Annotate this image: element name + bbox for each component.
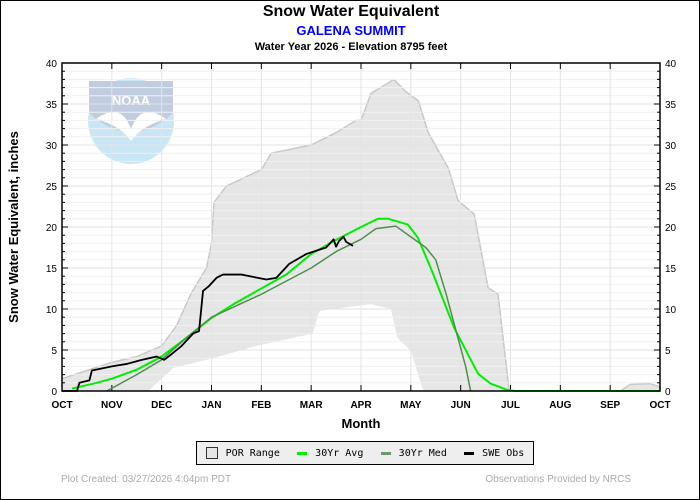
y-tick-label-right: 25 [665,182,677,193]
y-tick-label-right: 40 [665,59,677,70]
legend-swatch-avg [297,451,308,455]
y-tick-label-right: 0 [665,387,671,398]
legend-item-por: POR Range [205,447,280,459]
legend-item-avg: 30Yr Avg [297,448,363,459]
x-tick-label: OCT [649,400,670,411]
y-tick-label-right: 10 [665,305,677,316]
y-tick-label: 0 [51,387,57,398]
legend: POR Range 30Yr Avg 30Yr Med SWE Obs [196,441,534,465]
y-tick-label-right: 20 [665,223,677,234]
legend-label: SWE Obs [482,447,525,459]
logo-bird [96,111,166,141]
legend-swatch-med [380,451,391,455]
x-tick-label: DEC [151,400,172,411]
x-tick-label: APR [350,400,372,411]
legend-label: 30Yr Avg [315,447,364,459]
x-tick-label: AUG [549,400,571,411]
station-name: GALENA SUMMIT [296,23,406,38]
legend-swatch-obs [464,451,475,455]
series-swe-obs [62,235,354,392]
legend-label: POR Range [225,447,280,459]
noaa-logo: NOAA [88,78,174,164]
x-tick-label: OCT [51,400,72,411]
y-tick-label: 5 [51,346,57,357]
x-tick-label: MAY [400,400,422,411]
y-tick-label: 35 [46,100,58,111]
plot-created: Plot Created: 03/27/2026 4:04pm PDT [61,474,232,485]
plot-border [61,62,661,392]
x-tick-label: JAN [201,400,221,411]
y-tick-label: 15 [46,264,58,275]
y-tick-label: 20 [46,223,58,234]
logo-text: NOAA [112,93,151,108]
x-tick-label: FEB [251,400,271,411]
series-30yr-med [106,225,472,392]
series-30yr-avg [71,217,660,392]
y-tick-label-right: 5 [665,346,671,357]
y-tick-label: 25 [46,182,58,193]
legend-item-obs: SWE Obs [464,448,524,459]
logo-top [89,81,173,132]
legend-item-med: 30Yr Med [380,447,447,459]
x-tick-label: SEP [600,400,620,411]
x-tick-label: JUL [501,400,520,411]
y-tick-label-right: 35 [665,100,677,111]
credit: Observations Provided by NRCS [485,474,631,485]
y-tick-label: 10 [46,305,58,316]
legend-swatch-por [205,447,218,459]
x-tick-label: NOV [101,400,123,411]
x-tick-label: JUN [451,400,471,411]
y-tick-label-right: 15 [665,264,677,275]
chart-title: Snow Water Equivalent [262,3,440,20]
y-axis-label: Snow Water Equivalent, inches [6,131,21,323]
chart-subtitle: Water Year 2026 - Elevation 8795 feet [254,41,448,53]
x-axis-label: Month [342,416,381,431]
legend-label: 30Yr Med [398,447,447,459]
y-tick-label: 30 [46,141,58,152]
logo-circle [88,78,174,164]
y-tick-label-right: 30 [665,141,677,152]
x-tick-label: MAR [300,400,324,411]
y-tick-label: 40 [46,59,58,70]
